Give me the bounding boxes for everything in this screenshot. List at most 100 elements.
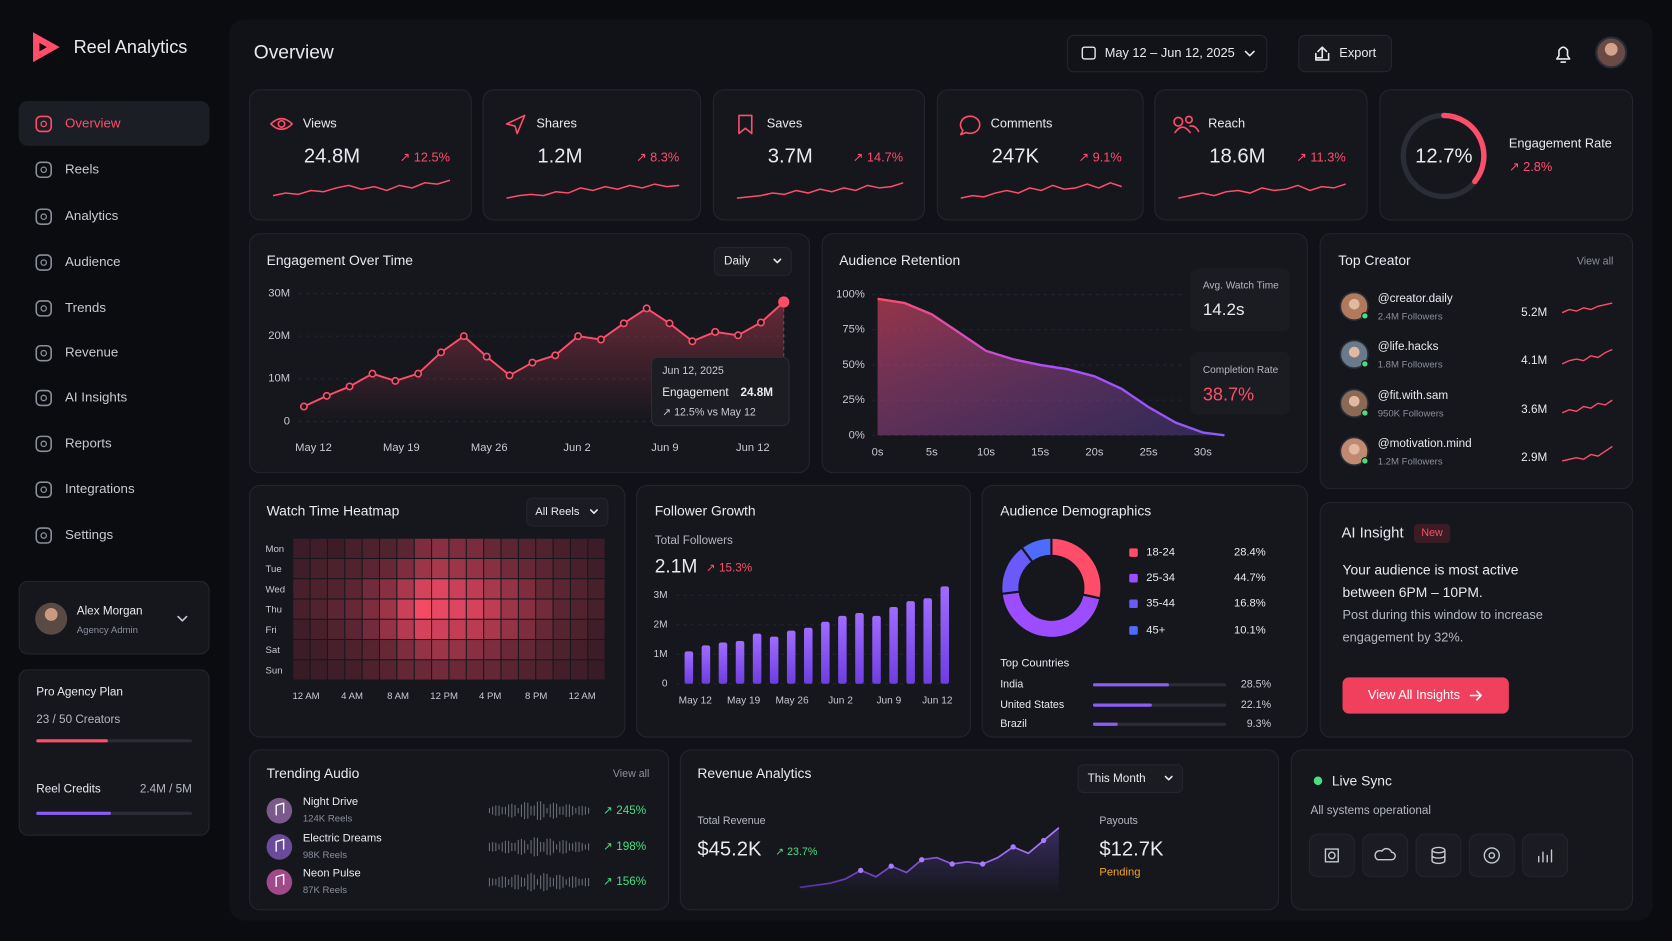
heat-cell bbox=[362, 538, 379, 558]
view-all-link[interactable]: View all bbox=[613, 768, 650, 780]
point bbox=[345, 382, 354, 391]
badge-label: New bbox=[1421, 527, 1443, 539]
bell-icon bbox=[1556, 46, 1571, 63]
kpi-label: Shares bbox=[536, 115, 577, 130]
heat-cell bbox=[449, 599, 466, 619]
bar bbox=[684, 651, 694, 684]
point bbox=[688, 337, 697, 346]
heat-cell bbox=[432, 660, 449, 680]
insight-button[interactable] bbox=[1342, 677, 1509, 714]
heat-cell bbox=[293, 559, 310, 579]
heat-cell bbox=[536, 559, 553, 579]
heat-cell bbox=[345, 559, 362, 579]
rate-label: Engagement Rate bbox=[1509, 136, 1612, 151]
heat-cell bbox=[466, 559, 484, 579]
nav-icon bbox=[35, 115, 52, 133]
payouts-label: Payouts bbox=[1099, 815, 1138, 827]
integration-button[interactable] bbox=[1468, 833, 1515, 878]
heat-cell bbox=[449, 640, 466, 660]
nav-item[interactable]: Overview bbox=[65, 115, 121, 130]
point bbox=[919, 857, 925, 863]
kpi-icon bbox=[959, 115, 981, 136]
user-name: Alex Morgan bbox=[77, 604, 143, 617]
heat-cell bbox=[449, 538, 466, 558]
nav-item[interactable]: AI Insights bbox=[65, 390, 127, 405]
heat-cell bbox=[536, 538, 553, 558]
nav-icon-dot bbox=[40, 305, 48, 312]
total-change: ↗ 23.7% bbox=[775, 846, 818, 858]
waveform bbox=[488, 837, 590, 857]
button-label[interactable]: View All Insights bbox=[1368, 687, 1460, 702]
heat-cell bbox=[327, 579, 345, 599]
heat-cell bbox=[518, 599, 536, 619]
heat-cell bbox=[380, 660, 397, 680]
nav-item[interactable]: Settings bbox=[65, 527, 113, 542]
heat-cell bbox=[518, 579, 536, 599]
bar bbox=[786, 630, 796, 684]
user-avatar-face bbox=[44, 608, 58, 621]
heat-cell bbox=[518, 559, 536, 579]
sparkline bbox=[1561, 399, 1613, 414]
point bbox=[551, 351, 560, 360]
point bbox=[778, 296, 790, 308]
track-growth: ↗ 245% bbox=[603, 804, 646, 817]
y-tick-label: 3M bbox=[653, 590, 667, 601]
point bbox=[482, 352, 491, 361]
total-value: $45.2K bbox=[697, 838, 762, 860]
kpi-icon bbox=[738, 114, 753, 135]
sparkline bbox=[1561, 348, 1613, 365]
nav-item[interactable]: Integrations bbox=[65, 481, 135, 496]
nav-item[interactable]: Audience bbox=[65, 254, 121, 269]
kpi-change: ↗ 14.7% bbox=[853, 149, 904, 164]
day-label: Thu bbox=[266, 605, 283, 616]
export-button[interactable] bbox=[1298, 34, 1393, 73]
creator-followers: 1.2M Followers bbox=[1378, 457, 1443, 468]
sparkline bbox=[960, 182, 1123, 199]
logo bbox=[33, 32, 60, 63]
integration-button[interactable] bbox=[1308, 833, 1355, 878]
heat-cell bbox=[327, 538, 345, 558]
nav-item[interactable]: Revenue bbox=[65, 345, 118, 360]
nav-item[interactable]: Reels bbox=[65, 161, 99, 176]
filter-dropdown[interactable] bbox=[526, 497, 609, 527]
heat-cell bbox=[362, 619, 379, 639]
point bbox=[711, 327, 720, 336]
point bbox=[1040, 837, 1047, 844]
creator-handle: @fit.with.sam bbox=[1378, 389, 1449, 402]
kpi-change: ↗ 9.1% bbox=[1078, 149, 1121, 164]
period-dropdown[interactable] bbox=[1077, 764, 1184, 794]
kpi-card bbox=[712, 89, 926, 221]
country-bar bbox=[1092, 722, 1118, 726]
creator-followers: 950K Followers bbox=[1378, 409, 1444, 420]
nav-icon-dot bbox=[40, 349, 48, 357]
heat-cell bbox=[380, 579, 397, 599]
sparkline bbox=[1562, 445, 1613, 462]
integration-button[interactable] bbox=[1522, 833, 1569, 878]
heat-cell bbox=[310, 579, 327, 599]
heat-cell bbox=[327, 619, 345, 639]
chevron bbox=[177, 615, 188, 622]
progress-fill bbox=[36, 811, 111, 815]
x-tick-label: Jun 9 bbox=[876, 695, 901, 706]
heat-cell bbox=[397, 660, 414, 680]
nav-item[interactable]: Analytics bbox=[65, 208, 119, 223]
heat-cell bbox=[345, 619, 362, 639]
period-dropdown[interactable] bbox=[713, 247, 792, 276]
stat-value: 14.2s bbox=[1203, 300, 1245, 319]
waveform bbox=[488, 801, 590, 821]
nav-item[interactable]: Trends bbox=[65, 300, 106, 315]
nav-item[interactable]: Reports bbox=[65, 435, 112, 450]
nav-icon-dot bbox=[40, 213, 48, 221]
integration-button[interactable] bbox=[1415, 833, 1462, 878]
bar bbox=[735, 640, 745, 684]
heat-cell bbox=[466, 640, 484, 660]
heat-cell bbox=[570, 619, 588, 639]
insight-detail: Post during this window to increase bbox=[1343, 607, 1543, 622]
insight-text: Your audience is most active bbox=[1343, 561, 1519, 577]
date-picker[interactable] bbox=[1066, 34, 1268, 73]
integration-button[interactable] bbox=[1362, 833, 1409, 878]
x-tick-label: May 12 bbox=[295, 442, 332, 454]
view-all-link[interactable]: View all bbox=[1577, 255, 1614, 267]
bar bbox=[889, 607, 898, 684]
